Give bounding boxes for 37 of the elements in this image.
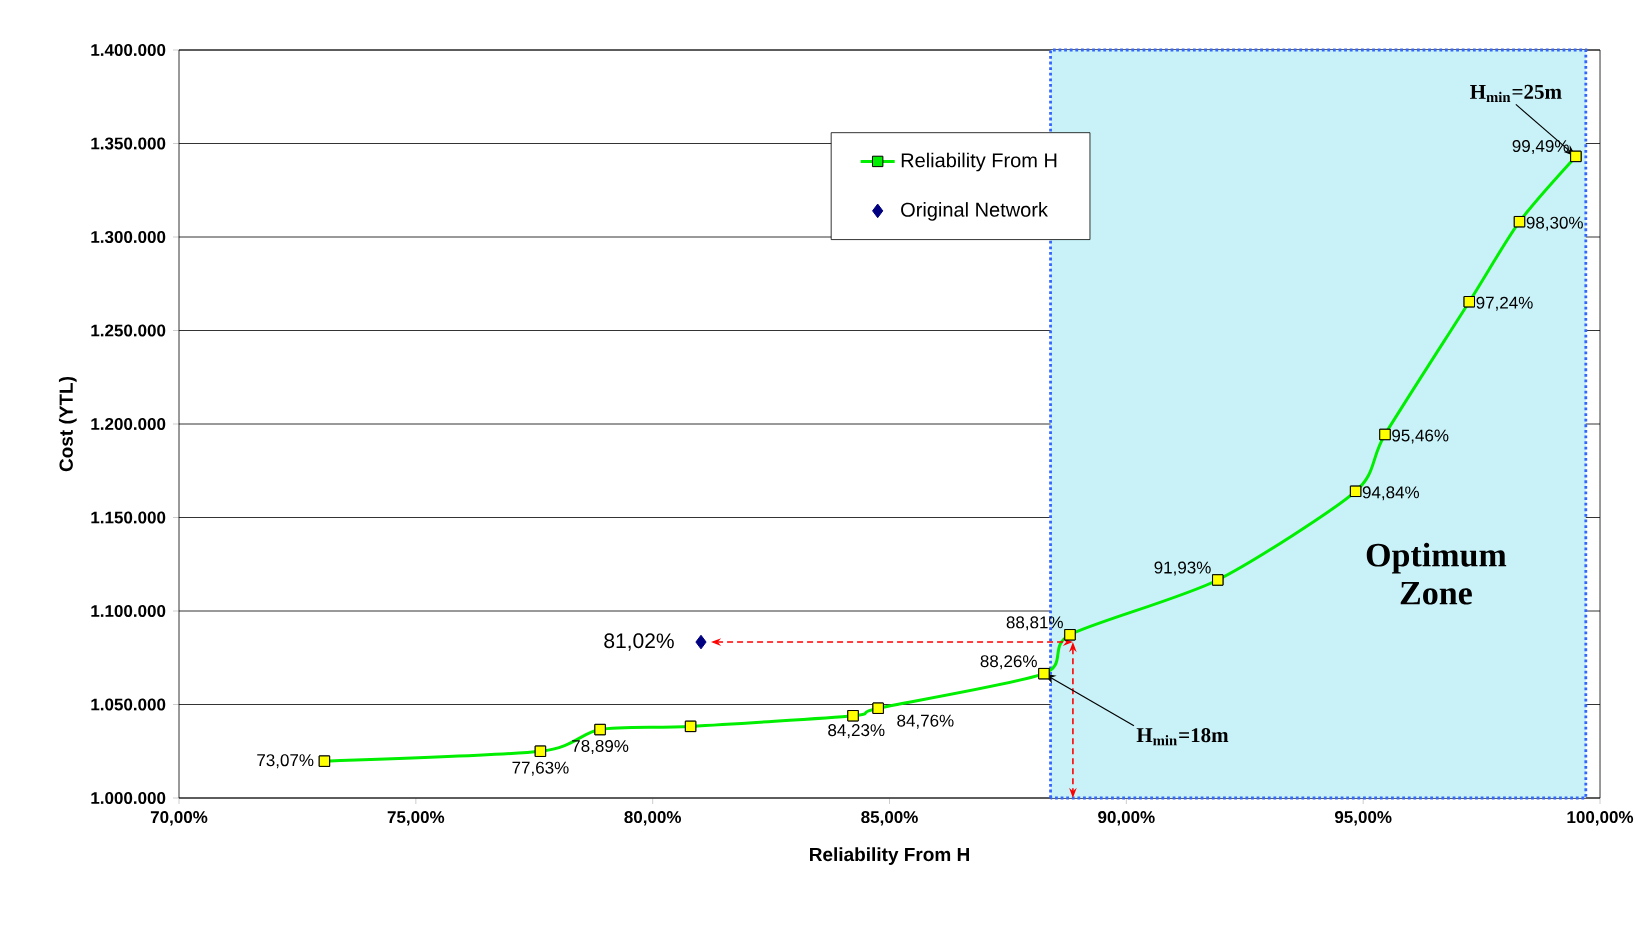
y-axis-title: Cost (YTL): [58, 376, 77, 472]
y-tick-label: 1.150.000: [91, 511, 166, 524]
y-tick-label: 1.100.000: [91, 604, 166, 618]
x-tick-label: 95,00%: [1334, 811, 1392, 826]
y-tick-label: 1.050.000: [91, 698, 166, 711]
annotation: 98,30%: [1526, 216, 1583, 231]
annotation: 77,63%: [512, 761, 569, 776]
annotation: 91,93%: [1154, 561, 1211, 576]
x-tick-label: 80,00%: [624, 811, 682, 826]
x-tick-label: 85,00%: [861, 811, 918, 826]
y-tick-label: 1.400.000: [91, 43, 166, 57]
annotation: 78,89%: [572, 739, 629, 755]
x-tick-label: 75,00%: [387, 811, 445, 826]
annotation: 97,24%: [1476, 296, 1533, 311]
annotation: 81,02%: [604, 633, 674, 651]
x-axis-title: Reliability From H: [810, 847, 969, 865]
y-tick-label: 1.250.000: [91, 324, 166, 337]
x-tick-label: 100,00%: [1567, 811, 1634, 826]
annotation: 73,07%: [257, 754, 314, 769]
band-label: Optimum Zone: [1366, 542, 1507, 605]
y-tick-label: 1.300.000: [91, 230, 166, 244]
legend-label: Original Network: [901, 202, 1048, 221]
y-tick-label: 1.000.000: [91, 791, 166, 805]
annotation: 94,84%: [1362, 486, 1420, 501]
x-tick-label: 90,00%: [1098, 811, 1155, 826]
x-tick-label: 70,00%: [150, 811, 208, 826]
annotation: H$_{min}$=18m: [1136, 728, 1229, 746]
y-tick-label: 1.200.000: [91, 417, 166, 431]
annotation: 95,46%: [1392, 429, 1449, 444]
annotation: 88,26%: [980, 655, 1037, 670]
annotation: 84,23%: [828, 724, 885, 739]
point: [695, 634, 707, 650]
annotation: 84,76%: [897, 714, 954, 729]
y-tick-label: 1.350.000: [91, 137, 166, 150]
legend-label: Reliability From H: [901, 152, 1057, 172]
annotation: 88,81%: [1006, 616, 1063, 631]
annotation: H$_{min}$=25m: [1470, 84, 1562, 102]
